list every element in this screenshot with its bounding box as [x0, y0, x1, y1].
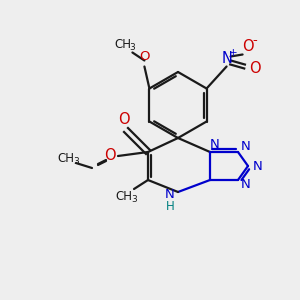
Text: N: N — [241, 140, 251, 154]
Text: N: N — [221, 51, 232, 66]
Text: CH: CH — [114, 38, 131, 51]
Text: O: O — [118, 112, 130, 128]
Text: N: N — [253, 160, 263, 172]
Text: N: N — [241, 178, 251, 191]
Text: CH: CH — [116, 190, 133, 203]
Text: 3: 3 — [131, 196, 137, 205]
Text: O: O — [139, 50, 150, 63]
Text: -: - — [252, 34, 257, 47]
Text: O: O — [104, 148, 116, 164]
Text: H: H — [166, 200, 174, 212]
Text: O: O — [249, 61, 260, 76]
Text: O: O — [242, 39, 254, 54]
Text: +: + — [229, 47, 238, 58]
Text: 3: 3 — [130, 43, 135, 52]
Text: N: N — [210, 137, 220, 151]
Text: CH: CH — [58, 152, 74, 164]
Text: N: N — [165, 188, 175, 202]
Text: 3: 3 — [73, 157, 79, 166]
